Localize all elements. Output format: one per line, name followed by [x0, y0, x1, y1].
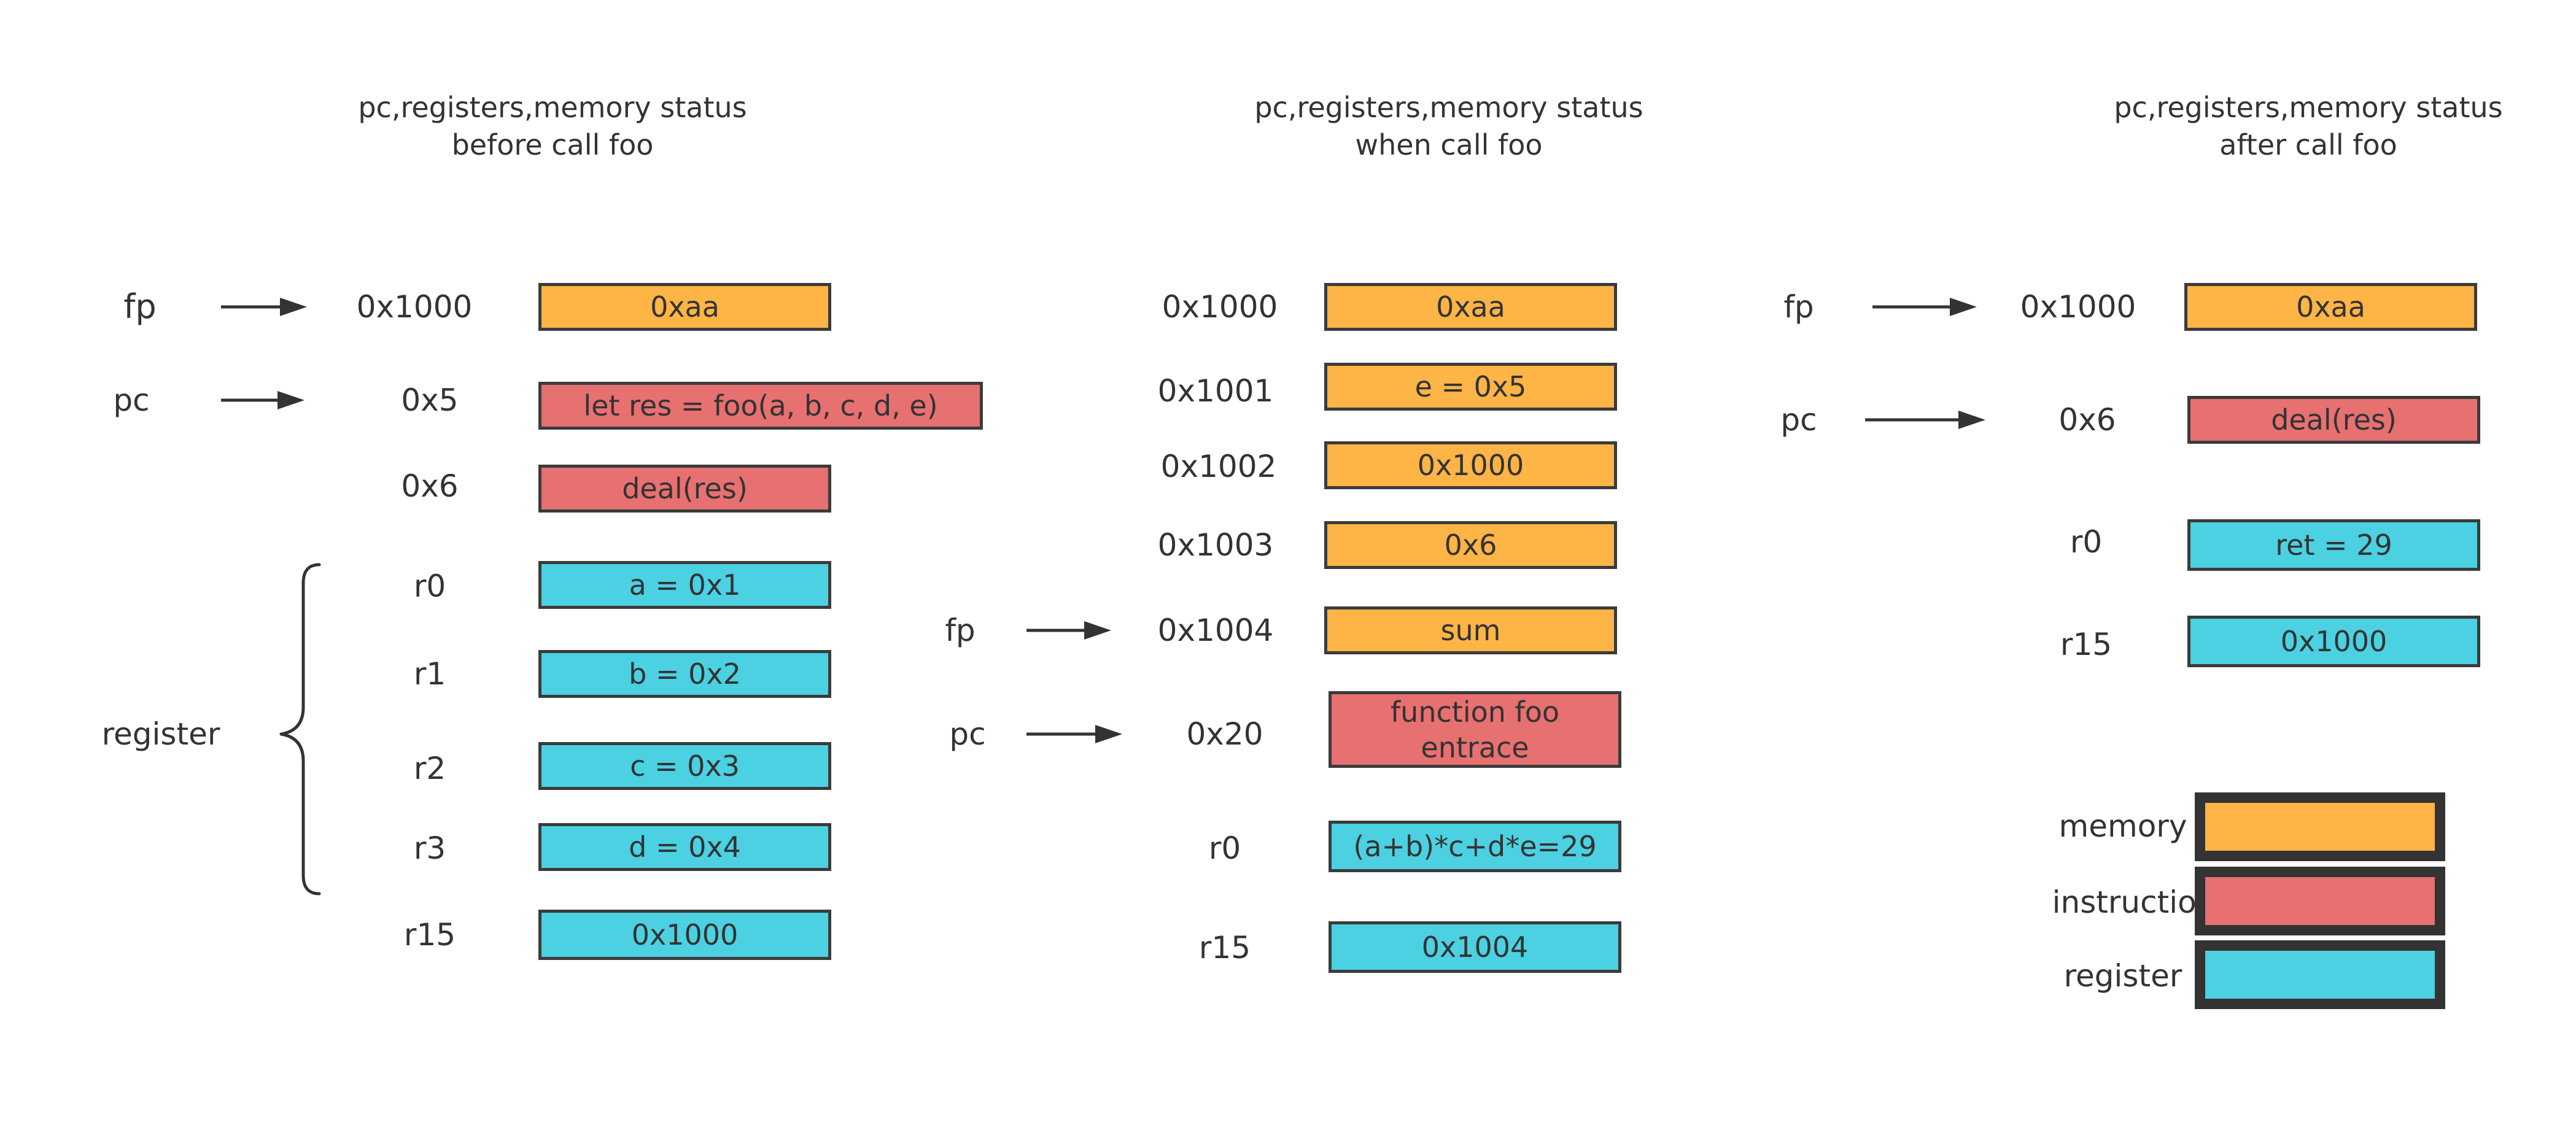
instruction-cell: deal(res) [538, 465, 831, 513]
instruction-cell: deal(res) [2187, 396, 2480, 444]
address-label: 0x1000 [356, 289, 473, 325]
register-label: r15 [2060, 627, 2112, 662]
pc-label-after: pc [1780, 402, 1817, 438]
instruction-cell-line1: function foo [1390, 695, 1559, 729]
memory-cell: e = 0x5 [1324, 363, 1617, 411]
register-cell: (a+b)*c+d*e=29 [1329, 821, 1621, 872]
fp-label-before: fp [123, 287, 157, 326]
legend-label-instruction: instruction [2052, 884, 2216, 920]
fp-label-during: fp [945, 613, 976, 648]
memory-cell: 0x1000 [1324, 441, 1617, 489]
address-label: 0x1000 [1162, 289, 1278, 325]
address-label: 0x1002 [1160, 449, 1277, 484]
pc-arrow-after [1865, 411, 1985, 429]
panel-after-title-line2: after call foo [2219, 128, 2397, 161]
memory-cell: sum [1324, 606, 1617, 654]
pc-label-before: pc [113, 382, 150, 418]
memory-cell: 0xaa [1324, 283, 1617, 331]
legend-label-register: register [2063, 958, 2182, 994]
register-label: r2 [413, 751, 446, 786]
address-label: 0x6 [401, 468, 459, 504]
legend-swatch-register [2195, 940, 2445, 1009]
address-label: 0x20 [1186, 716, 1263, 752]
register-label: r0 [1208, 830, 1241, 866]
register-label: r1 [413, 656, 446, 692]
panel-before-title-line1: pc,registers,memory status [358, 91, 747, 124]
address-label: 0x1000 [2020, 289, 2136, 325]
instruction-cell: function foo entrace [1329, 691, 1621, 768]
register-cell: a = 0x1 [538, 561, 831, 609]
panel-after-title-line1: pc,registers,memory status [2114, 91, 2503, 124]
fp-label-after: fp [1783, 289, 1814, 325]
fp-arrow-after [1872, 298, 1977, 316]
fp-arrow-during [1026, 621, 1111, 640]
register-cell: 0x1004 [1329, 921, 1621, 973]
panel-after-title: pc,registers,memory status after call fo… [2032, 89, 2576, 164]
memory-cell: 0x6 [1324, 521, 1617, 569]
register-label: r3 [413, 830, 446, 866]
address-label: 0x6 [2058, 402, 2116, 438]
memory-cell: 0xaa [538, 283, 831, 331]
pc-arrow-during [1026, 725, 1122, 743]
address-label: 0x1003 [1157, 527, 1274, 563]
memory-cell: 0xaa [2184, 283, 2477, 331]
register-brace [279, 563, 321, 896]
register-cell: c = 0x3 [538, 742, 831, 790]
legend-swatch-instruction [2195, 867, 2445, 935]
panel-during-title-line1: pc,registers,memory status [1254, 91, 1643, 124]
instruction-cell-line2: entrace [1421, 730, 1529, 764]
register-label: r0 [413, 568, 446, 604]
fp-arrow-before [221, 298, 307, 316]
address-label: 0x1004 [1157, 613, 1274, 648]
register-label: r15 [403, 917, 456, 953]
register-cell: 0x1000 [2187, 616, 2480, 667]
address-label: 0x5 [401, 382, 459, 418]
pc-label-during: pc [949, 716, 986, 752]
register-label: r15 [1198, 930, 1251, 966]
address-label: 0x1001 [1157, 373, 1274, 409]
panel-before-title: pc,registers,memory status before call f… [276, 89, 829, 164]
panel-before-title-line2: before call foo [451, 128, 654, 161]
instruction-cell: let res = foo(a, b, c, d, e) [538, 382, 983, 430]
panel-during-title-line2: when call foo [1355, 128, 1543, 161]
legend-swatch-memory [2195, 792, 2445, 861]
panel-during-title: pc,registers,memory status when call foo [1173, 89, 1725, 164]
register-label: r0 [2070, 524, 2103, 560]
register-cell: ret = 29 [2187, 519, 2480, 571]
register-cell: d = 0x4 [538, 823, 831, 871]
register-cell: b = 0x2 [538, 650, 831, 698]
register-cell: 0x1000 [538, 910, 831, 960]
register-group-label: register [101, 716, 220, 752]
pc-arrow-before [221, 391, 305, 409]
legend-label-memory: memory [2058, 808, 2187, 844]
